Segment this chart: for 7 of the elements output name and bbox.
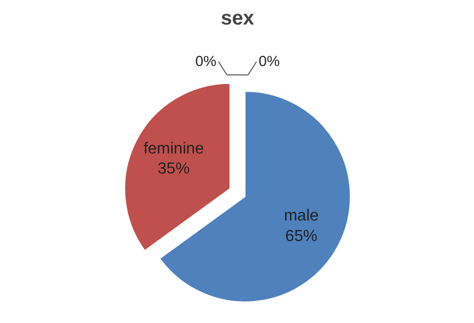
slice-label: male (284, 208, 319, 225)
data-label: 35% (158, 160, 190, 178)
data-label: 65% (285, 228, 318, 245)
text: 0% (258, 54, 280, 70)
chart-title: sex (220, 8, 254, 30)
slice-label: feminine (143, 140, 204, 158)
text: 0% (195, 54, 216, 70)
